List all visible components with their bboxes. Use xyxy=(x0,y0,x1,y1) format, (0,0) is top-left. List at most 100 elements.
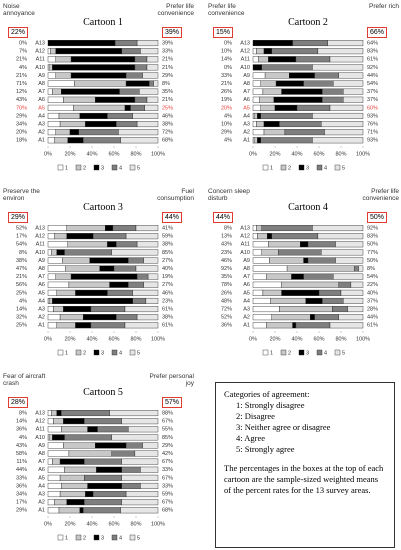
bar-segment xyxy=(47,314,61,321)
legend-label: 4 xyxy=(119,165,122,171)
bar-segment xyxy=(263,129,286,136)
bar-segment xyxy=(271,48,319,55)
left-value-label: 36% xyxy=(221,323,232,329)
legend-label: 2 xyxy=(83,535,86,541)
right-value-label: 33% xyxy=(162,49,173,55)
left-value-label: 4% xyxy=(224,138,232,144)
x-tick-label: 20% xyxy=(269,336,280,342)
bar-segment xyxy=(256,225,262,232)
bar-segment xyxy=(259,96,275,103)
bar-segment xyxy=(279,121,322,128)
bar-segment xyxy=(274,104,298,111)
bar-segment xyxy=(252,314,272,321)
left-box: 22% xyxy=(8,27,29,38)
category-label: A11 xyxy=(36,427,45,433)
bar-segment xyxy=(143,257,159,264)
category-label: A10 xyxy=(240,250,250,256)
x-tick-label: 60% xyxy=(108,521,119,527)
bar-segment xyxy=(350,281,364,288)
note-item: 2: Disagree xyxy=(236,411,275,421)
left-value-label: 36% xyxy=(16,427,27,433)
right-value-label: 50% xyxy=(367,258,378,264)
bar-segment xyxy=(278,249,322,256)
bar-segment xyxy=(48,434,53,441)
right-value-label: 92% xyxy=(367,226,378,232)
right-value-label: 61% xyxy=(367,323,378,329)
bar-segment xyxy=(147,273,159,280)
legend-swatch xyxy=(111,349,118,356)
bar-segment xyxy=(292,40,328,47)
right-value-label: 59% xyxy=(162,492,173,498)
legend-label: 4 xyxy=(324,165,327,171)
category-label: A3 xyxy=(243,307,250,313)
bar-segment xyxy=(121,48,141,55)
category-label: A8 xyxy=(38,451,45,457)
legend-swatch xyxy=(129,164,136,171)
right-value-label: 37% xyxy=(367,89,378,95)
note-box: Categories of agreement: 1: Strongly dis… xyxy=(215,382,395,548)
left-value-label: 44% xyxy=(16,467,27,473)
bar-segment xyxy=(314,72,339,79)
right-value-label: 37% xyxy=(367,298,378,304)
bar-segment xyxy=(47,458,53,465)
bar-segment xyxy=(295,322,331,329)
bar-segment xyxy=(114,40,138,47)
legend-label: 4 xyxy=(119,350,122,356)
right-value-label: 88% xyxy=(162,411,173,417)
left-value-label: 47% xyxy=(16,266,27,272)
bar-segment xyxy=(338,72,364,79)
bar-segment xyxy=(136,121,159,128)
category-label: A2 xyxy=(243,130,250,136)
left-value-label: 4% xyxy=(224,113,232,119)
left-value-label: 21% xyxy=(16,57,27,63)
left-value-label: 4% xyxy=(19,435,27,441)
legend-label: 5 xyxy=(137,535,140,541)
legend-label: 4 xyxy=(119,535,122,541)
bar-segment xyxy=(252,64,263,71)
left-value-label: 71% xyxy=(16,81,27,87)
bar-segment xyxy=(47,491,61,498)
legend-label: 2 xyxy=(83,350,86,356)
left-value-label: 14% xyxy=(16,307,27,313)
bar-segment xyxy=(307,257,336,264)
bar-segment xyxy=(264,72,290,79)
legend-swatch xyxy=(334,349,341,356)
right-value-label: 77% xyxy=(367,250,378,256)
category-label: A10 xyxy=(35,65,45,71)
x-tick-label: 20% xyxy=(64,151,75,157)
category-label: A7 xyxy=(38,89,45,95)
bar-segment xyxy=(252,289,264,296)
bar-segment xyxy=(136,273,149,280)
left-value-label: 7% xyxy=(19,49,27,55)
legend-swatch xyxy=(111,164,118,171)
left-value-label: 26% xyxy=(221,290,232,296)
bar-segment xyxy=(260,112,313,119)
chart-svg: 0% A13 64%10% A12 83%14% A11 61%0% A10 92%33% A9 4… xyxy=(221,40,378,171)
bar-segment xyxy=(47,225,67,232)
bar-segment xyxy=(109,410,159,417)
category-label: A6 xyxy=(243,97,250,103)
left-header: Prefer life convenience xyxy=(208,3,245,17)
legend-label: 3 xyxy=(306,350,309,356)
bar-segment xyxy=(320,121,364,128)
bar-segment xyxy=(65,265,100,272)
category-label: A3 xyxy=(38,122,45,128)
bar-segment xyxy=(58,112,81,119)
right-value-label: 71% xyxy=(367,130,378,136)
legend-swatch xyxy=(129,534,136,541)
bar-segment xyxy=(312,225,364,232)
category-label: A5 xyxy=(38,105,45,111)
left-value-label: 54% xyxy=(16,242,27,248)
category-label: A2 xyxy=(38,130,45,136)
bar-segment xyxy=(97,426,129,433)
bar-segment xyxy=(85,491,94,498)
right-value-label: 29% xyxy=(162,443,173,449)
right-value-label: 40% xyxy=(367,290,378,296)
bar-segment xyxy=(303,273,334,280)
right-value-label: 29% xyxy=(162,73,173,79)
bar-segment xyxy=(47,265,66,272)
right-value-label: 19% xyxy=(162,274,173,280)
legend-label: 1 xyxy=(65,165,68,171)
bar-segment xyxy=(329,56,364,63)
category-label: A5 xyxy=(243,105,250,111)
